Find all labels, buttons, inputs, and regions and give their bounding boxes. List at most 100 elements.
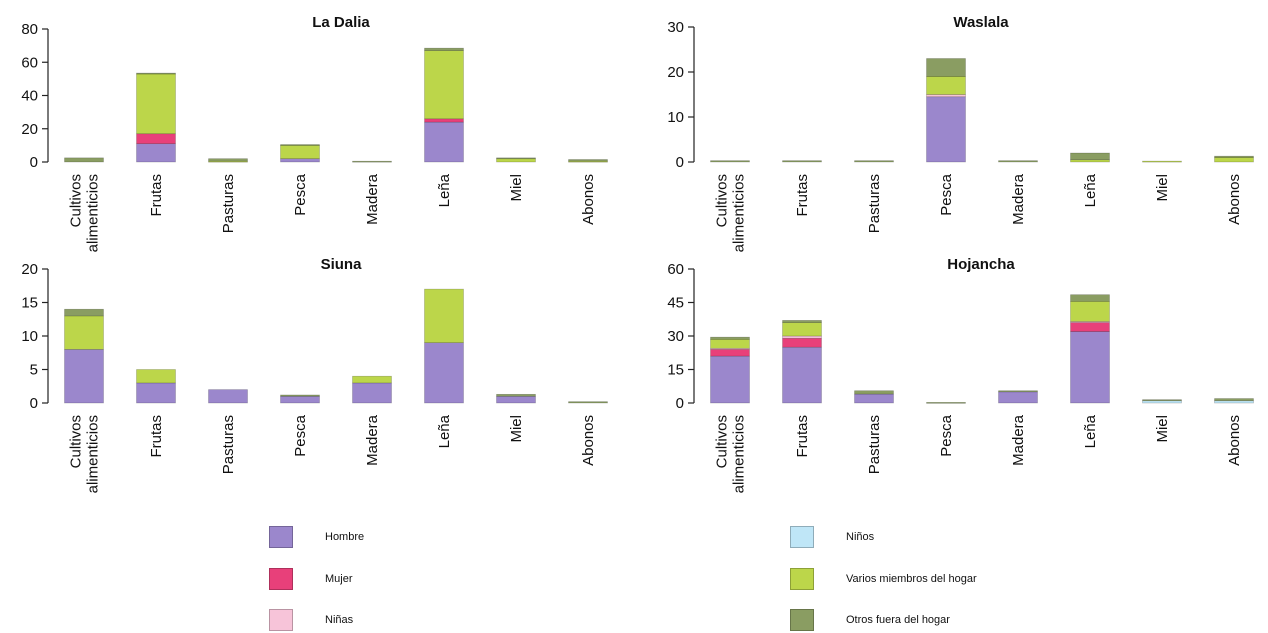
x-tick-label-lena: Leña xyxy=(436,173,453,207)
x-tick-label-pesca: Pesca xyxy=(292,173,309,215)
y-tick-label: 20 xyxy=(667,64,684,81)
legend-item-otros-fuera-del-hogar: Otros fuera del hogar xyxy=(790,607,950,633)
x-tick-label-abonos: Abonos xyxy=(580,174,597,225)
y-tick-label: 5 xyxy=(30,362,38,379)
legend-label: Otros fuera del hogar xyxy=(846,614,950,626)
y-tick-label: 45 xyxy=(667,295,684,312)
y-tick-label: 80 xyxy=(21,21,38,38)
bar-siuna-madera-hombre xyxy=(352,382,392,404)
bar-siuna-pesca-otros-fuera-del-hogar xyxy=(280,394,320,397)
bar-hojancha-frutas-ninas xyxy=(782,335,822,339)
bar-waslala-pesca-otros-fuera-del-hogar xyxy=(926,58,966,77)
x-tick-label-pesca: Pesca xyxy=(938,173,955,215)
bar-siuna-lena-varios-miembros-del-hogar xyxy=(424,288,464,344)
y-tick-label: 20 xyxy=(21,121,38,138)
legend-item-varios-miembros-del-hogar: Varios miembros del hogar xyxy=(790,566,977,592)
bar-siuna-cultivos-alimenticios-hombre xyxy=(64,349,104,404)
y-tick-label: 0 xyxy=(676,154,684,171)
x-tick-label-miel: Miel xyxy=(1154,174,1171,202)
bar-la-dalia-pesca-varios-miembros-del-hogar xyxy=(280,145,320,159)
x-tick-label-abonos: Abonos xyxy=(1226,174,1243,225)
bar-la-dalia-frutas-varios-miembros-del-hogar xyxy=(136,73,176,135)
legend-swatch xyxy=(269,526,293,548)
x-tick-label-frutas: Frutas xyxy=(148,174,165,217)
bar-siuna-miel-otros-fuera-del-hogar xyxy=(496,393,536,397)
bar-waslala-pesca-hombre xyxy=(926,96,966,163)
bar-siuna-cultivos-alimenticios-varios-miembros-del-hogar xyxy=(64,315,104,350)
bar-hojancha-abonos-otros-fuera-del-hogar xyxy=(1214,398,1254,402)
bar-la-dalia-lena-varios-miembros-del-hogar xyxy=(424,50,464,120)
bar-hojancha-frutas-otros-fuera-del-hogar xyxy=(782,320,822,323)
bar-hojancha-abonos-ninos xyxy=(1214,400,1254,404)
x-tick-label-cultivos-alimenticios: Cultivosalimenticios xyxy=(68,174,102,252)
bar-la-dalia-lena-otros-fuera-del-hogar xyxy=(424,47,464,51)
x-tick-label-cultivos-alimenticios: Cultivosalimenticios xyxy=(68,415,102,493)
x-tick-label-pasturas: Pasturas xyxy=(220,174,237,233)
x-tick-label-lena: Leña xyxy=(1082,414,1099,448)
y-tick-label: 40 xyxy=(21,88,38,105)
bar-waslala-lena-otros-fuera-del-hogar xyxy=(1070,152,1110,161)
bar-siuna-pesca-hombre xyxy=(280,395,320,404)
y-tick-label: 60 xyxy=(21,54,38,71)
x-tick-label-miel: Miel xyxy=(508,174,525,202)
bar-hojancha-miel-otros-fuera-del-hogar xyxy=(1142,399,1182,402)
y-tick-label: 15 xyxy=(667,362,684,379)
x-tick-label-pesca: Pesca xyxy=(938,414,955,456)
y-tick-label: 10 xyxy=(21,328,38,345)
bar-waslala-pesca-varios-miembros-del-hogar xyxy=(926,76,966,95)
y-tick-label: 60 xyxy=(667,261,684,278)
x-tick-label-madera: Madera xyxy=(364,414,381,466)
bar-waslala-miel-varios-miembros-del-hogar xyxy=(1142,160,1182,163)
bar-la-dalia-abonos-otros-fuera-del-hogar xyxy=(568,159,608,162)
x-tick-label-madera: Madera xyxy=(1010,173,1027,225)
bar-la-dalia-frutas-hombre xyxy=(136,143,176,163)
x-tick-label-pasturas: Pasturas xyxy=(866,174,883,233)
chart-siuna: Siuna 0 5 10 15 20 Cultivosalimenticios Frutas P… xyxy=(21,256,608,493)
bar-hojancha-cultivos-alimenticios-otros-fuera-del-hogar xyxy=(710,336,750,340)
bar-siuna-frutas-hombre xyxy=(136,382,176,404)
bar-la-dalia-frutas-otros-fuera-del-hogar xyxy=(136,72,176,75)
x-tick-label-pesca: Pesca xyxy=(292,414,309,456)
bar-hojancha-frutas-mujer xyxy=(782,337,822,348)
legend-swatch xyxy=(269,609,293,631)
bar-siuna-frutas-varios-miembros-del-hogar xyxy=(136,369,176,384)
x-tick-label-frutas: Frutas xyxy=(794,174,811,217)
bar-la-dalia-miel-otros-fuera-del-hogar xyxy=(496,157,536,160)
bar-siuna-madera-varios-miembros-del-hogar xyxy=(352,375,392,384)
y-tick-label: 10 xyxy=(667,109,684,126)
bar-la-dalia-pesca-hombre xyxy=(280,158,320,163)
bar-la-dalia-madera-otros-fuera-del-hogar xyxy=(352,160,392,163)
bar-la-dalia-lena-hombre xyxy=(424,121,464,163)
bar-hojancha-pasturas-hombre xyxy=(854,393,894,404)
x-tick-label-pasturas: Pasturas xyxy=(866,415,883,474)
chart-hojancha: Hojancha 0 15 30 45 60 Cultivosalimenticios Fru… xyxy=(667,256,1254,493)
bar-hojancha-cultivos-alimenticios-mujer xyxy=(710,349,750,357)
bar-hojancha-frutas-hombre xyxy=(782,346,822,404)
x-tick-label-madera: Madera xyxy=(1010,414,1027,466)
x-tick-label-abonos: Abonos xyxy=(580,415,597,466)
chart-title-hojancha: Hojancha xyxy=(947,256,1015,273)
x-tick-label-miel: Miel xyxy=(1154,415,1171,443)
bar-siuna-miel-hombre xyxy=(496,395,536,404)
legend-label: Mujer xyxy=(325,573,353,585)
x-tick-label-lena: Leña xyxy=(436,414,453,448)
chart-title-waslala: Waslala xyxy=(953,14,1009,31)
bar-siuna-cultivos-alimenticios-otros-fuera-del-hogar xyxy=(64,308,104,317)
bar-hojancha-cultivos-alimenticios-varios-miembros-del-hogar xyxy=(710,339,750,349)
bar-hojancha-pasturas-otros-fuera-del-hogar xyxy=(854,390,894,395)
chart-title-la-dalia: La Dalia xyxy=(312,14,370,31)
bar-waslala-pesca-ninas xyxy=(926,94,966,98)
x-tick-label-cultivos-alimenticios: Cultivosalimenticios xyxy=(714,174,748,252)
legend-swatch xyxy=(269,568,293,590)
legend-label: Hombre xyxy=(325,531,365,543)
legend-item-mujer: Mujer xyxy=(269,566,353,592)
legend-swatch xyxy=(790,568,814,590)
y-tick-label: 0 xyxy=(30,154,38,171)
bar-waslala-abonos-otros-fuera-del-hogar xyxy=(1214,155,1254,158)
legend-label: Niñas xyxy=(325,614,354,626)
legend-label: Niños xyxy=(846,531,875,543)
chart-la-dalia: La Dalia 0 20 40 60 80 Cultivosalimenticios Fru… xyxy=(21,14,608,252)
legend-label: Varios miembros del hogar xyxy=(846,573,977,585)
chart-waslala: Waslala 0 10 20 30 Cultivosalimenticios Frutas… xyxy=(667,14,1254,252)
chart-title-siuna: Siuna xyxy=(321,256,362,273)
